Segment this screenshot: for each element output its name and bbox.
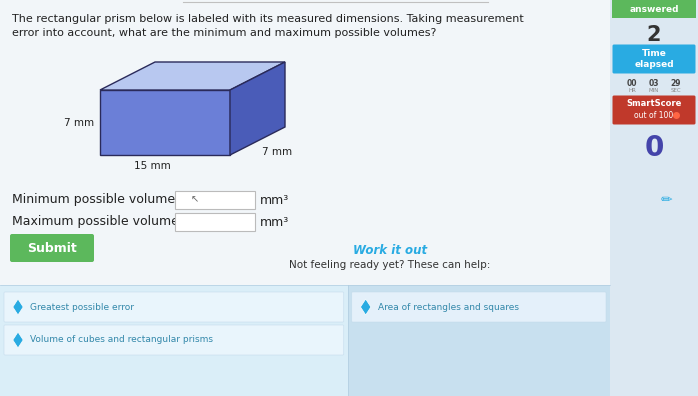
- Text: Greatest possible error: Greatest possible error: [30, 303, 134, 312]
- Text: out of 100: out of 100: [634, 110, 674, 120]
- Polygon shape: [360, 299, 371, 315]
- Text: Minimum possible volume =: Minimum possible volume =: [12, 194, 190, 206]
- Polygon shape: [100, 62, 285, 90]
- FancyBboxPatch shape: [175, 191, 255, 209]
- Text: Submit: Submit: [27, 242, 77, 255]
- Text: 7 mm: 7 mm: [64, 118, 94, 128]
- Text: Work it out: Work it out: [353, 244, 427, 257]
- Text: mm³: mm³: [260, 215, 289, 228]
- Polygon shape: [230, 62, 285, 155]
- Text: MIN: MIN: [649, 88, 659, 93]
- Text: HR: HR: [628, 88, 636, 93]
- FancyBboxPatch shape: [348, 285, 610, 396]
- FancyBboxPatch shape: [352, 292, 606, 322]
- FancyBboxPatch shape: [612, 0, 696, 18]
- Text: mm³: mm³: [260, 194, 289, 206]
- Polygon shape: [100, 90, 230, 155]
- Text: ↖: ↖: [191, 194, 199, 204]
- Text: 2: 2: [647, 25, 661, 45]
- Text: 15 mm: 15 mm: [133, 161, 170, 171]
- Text: error into account, what are the minimum and maximum possible volumes?: error into account, what are the minimum…: [12, 28, 436, 38]
- Text: 7 mm: 7 mm: [262, 147, 292, 157]
- Text: SEC: SEC: [671, 88, 681, 93]
- Polygon shape: [13, 299, 23, 315]
- Text: 03: 03: [648, 78, 659, 88]
- Text: 00: 00: [627, 78, 637, 88]
- FancyBboxPatch shape: [613, 44, 695, 74]
- Polygon shape: [13, 332, 23, 348]
- FancyBboxPatch shape: [0, 285, 348, 396]
- Text: Not feeling ready yet? These can help:: Not feeling ready yet? These can help:: [289, 260, 491, 270]
- Text: Maximum possible volume =: Maximum possible volume =: [12, 215, 193, 228]
- Text: The rectangular prism below is labeled with its measured dimensions. Taking meas: The rectangular prism below is labeled w…: [12, 14, 524, 24]
- Text: ✏: ✏: [660, 193, 671, 207]
- Text: 29: 29: [671, 78, 681, 88]
- FancyBboxPatch shape: [610, 0, 698, 396]
- Text: SmartScore: SmartScore: [626, 99, 682, 109]
- Text: Time
elapsed: Time elapsed: [634, 49, 674, 69]
- Text: Volume of cubes and rectangular prisms: Volume of cubes and rectangular prisms: [30, 335, 213, 345]
- Text: answered: answered: [630, 4, 678, 13]
- Text: Area of rectangles and squares: Area of rectangles and squares: [378, 303, 519, 312]
- FancyBboxPatch shape: [4, 325, 343, 355]
- FancyBboxPatch shape: [175, 213, 255, 231]
- FancyBboxPatch shape: [10, 234, 94, 262]
- FancyBboxPatch shape: [4, 292, 343, 322]
- FancyBboxPatch shape: [0, 0, 610, 396]
- Text: 0: 0: [644, 134, 664, 162]
- FancyBboxPatch shape: [613, 95, 695, 124]
